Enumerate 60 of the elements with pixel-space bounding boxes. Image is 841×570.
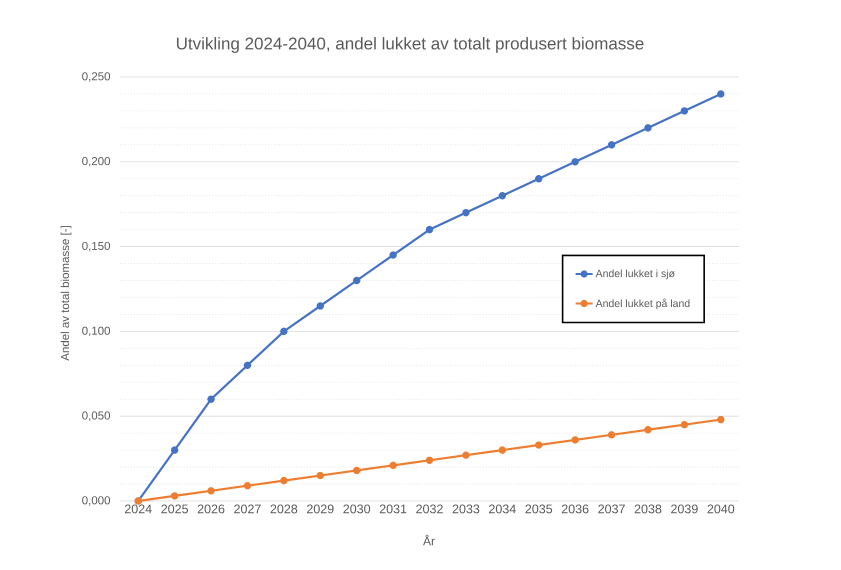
point [316,472,324,480]
point [426,226,434,234]
x-tick-label: 2032 [416,504,443,514]
point [170,492,178,500]
x-tick-label: 2033 [452,504,480,514]
x-tick-label: 2036 [562,504,589,514]
point [462,451,470,459]
point [680,107,688,115]
x-tick-label: 2031 [380,504,406,514]
x-tick-label: 2040 [708,504,734,514]
x-tick-label: 2026 [198,504,224,514]
y-tick-label: 0,000 [82,496,110,506]
point [244,362,252,370]
point [389,462,397,470]
x-tick-label: 2035 [525,504,552,514]
chart-title: Utvikling 2024-2040, andel lukket av totalt produsert biomasse [176,37,644,53]
point [207,396,215,403]
x-tick-label: 2024 [124,504,152,514]
point [316,302,324,310]
x-tick-label: 2029 [306,504,334,514]
point [498,446,506,454]
x-tick-label: 2027 [234,504,261,514]
point [680,420,688,428]
point [571,158,579,166]
x-tick-label: 2038 [634,504,662,514]
x-tick-label: 2034 [489,504,516,514]
x-tick-label: 2037 [598,504,625,514]
point [535,441,542,449]
legend-label: Andel lukket i sjø [596,269,675,280]
point [535,175,542,182]
x-tick-label: 2039 [671,504,698,514]
y-tick-label: 0,200 [82,157,110,167]
point [352,466,360,474]
y-tick-label: 0,100 [82,326,110,336]
point [717,90,725,98]
point [608,431,616,439]
x-tick-label: 2025 [161,504,188,514]
y-tick-label: 0,250 [82,72,110,82]
x-axis-title: År [423,534,435,546]
point [571,436,579,444]
x-tick-label: 2028 [270,504,298,514]
point [644,426,652,434]
point [498,192,506,200]
point [352,276,360,284]
point [280,328,288,336]
y-tick-label: 0,050 [82,411,110,421]
x-tick-label: 2030 [343,504,370,514]
legend-label: Andel lukket på land [596,298,690,310]
point [207,487,215,495]
point [644,124,652,132]
point [426,456,434,464]
y-axis-title: Andel av total biomasse [-] [60,226,72,361]
point [280,476,288,484]
y-tick-label: 0,150 [82,242,110,252]
point [462,208,470,216]
point [389,251,397,259]
point [244,482,252,490]
point [608,141,616,149]
point [717,416,725,424]
point [170,446,178,454]
